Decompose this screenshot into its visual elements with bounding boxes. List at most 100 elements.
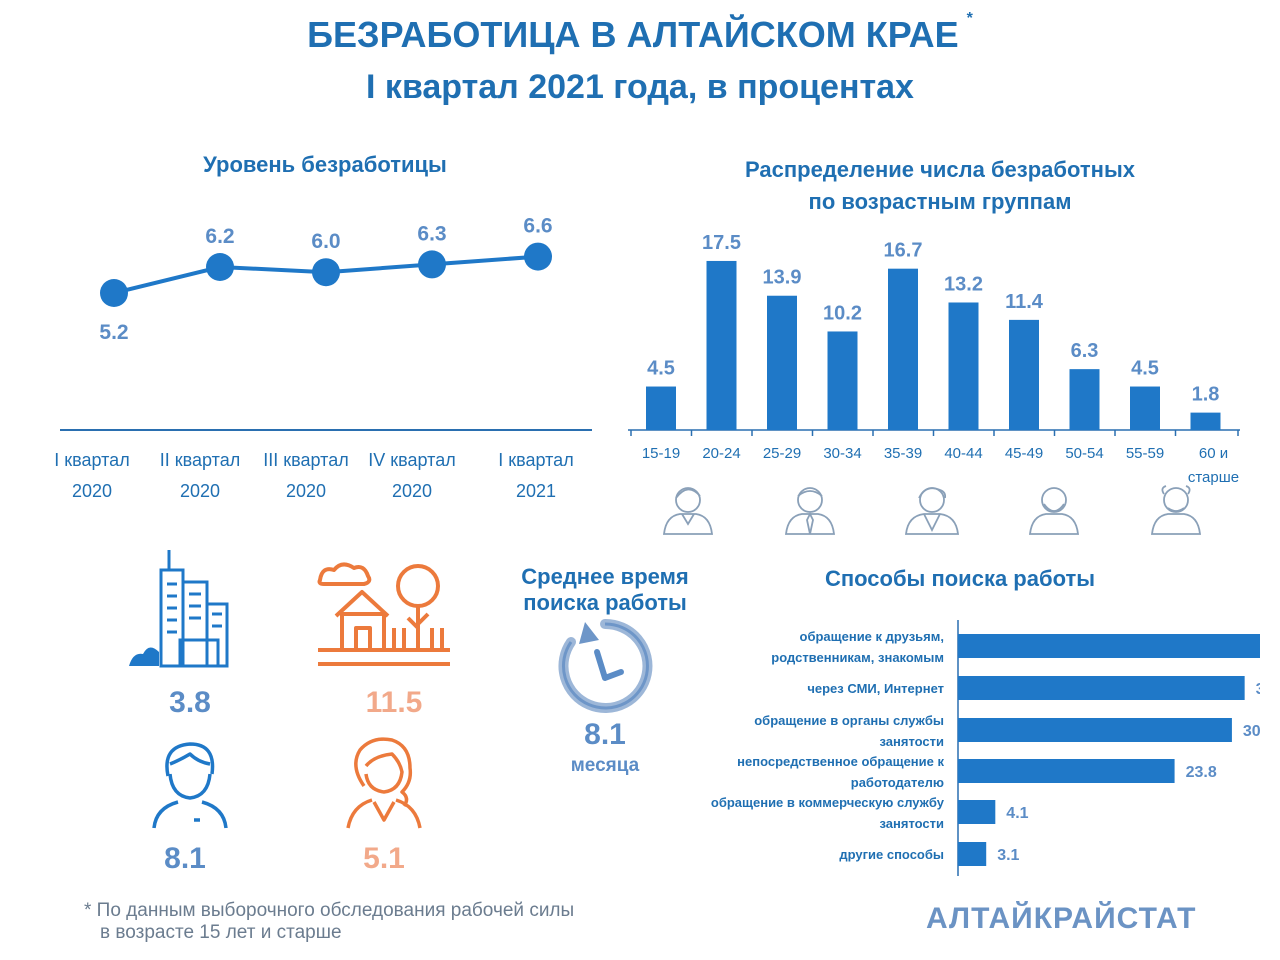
quarter-tick-label: 2020 [392,481,432,501]
search-time-unit: месяца [570,755,640,776]
age-bar [706,260,737,430]
unemployment-point [418,250,446,279]
age-data-label: 1.8 [1192,384,1220,406]
unemployment-data-label: 6.2 [205,225,234,248]
method-bar [958,718,1232,742]
method-tick-label: непосредственное обращение к [737,754,944,769]
unemployment-line-chart: 5.2 I квартал 2020 6.2 II квартал 2020 6.0 III … [54,215,592,501]
age-data-label: 4.5 [647,358,675,380]
quarter-tick-label: 2020 [286,481,326,501]
method-tick-label: через СМИ, Интернет [807,681,944,696]
unemployment-point [524,242,552,271]
method-tick-label: занятости [879,734,944,749]
quarter-tick-label: IV квартал [368,450,455,470]
quarter-tick-label: 2021 [516,481,556,501]
age-tick-label: старше [1188,469,1239,486]
method-data-label: 23.8 [1186,764,1217,781]
woman-icon [346,737,422,829]
age-tick-label: 35-39 [884,445,922,462]
quarter-tick-label: III квартал [263,450,348,470]
age-chart-title: Распределение числа безработных по возра… [620,154,1260,218]
elderly-man-icon [1150,485,1202,535]
age-data-label: 16.7 [884,240,923,262]
young-man-icon [662,487,714,535]
age-distribution-bar-chart: 4.5 15-19 17.5 20-24 13.9 25-29 10.2 30-34 16.7 3… [628,232,1240,486]
method-tick-label: обращение к друзьям, [800,629,945,644]
men-value: 8.1 [164,842,206,875]
age-bar [948,302,979,430]
age-tick-label: 40-44 [944,445,982,462]
page-subtitle: I квартал 2021 года, в процентах [366,68,914,106]
age-data-label: 10.2 [823,302,862,324]
age-bar [646,386,676,430]
age-tick-label: 30-34 [823,445,861,462]
age-bar [767,295,797,430]
age-bar [1190,412,1221,430]
age-data-label: 6.3 [1071,340,1099,362]
age-tick-label: 15-19 [642,445,680,462]
unemployment-point [100,279,128,307]
age-data-label: 13.2 [944,273,983,295]
bearded-man-icon [1028,487,1080,535]
age-bar [1069,369,1100,430]
search-time-value: 8.1 [584,718,626,751]
job-search-methods-bar-chart: 61.5обращение к друзьям,родственникам, з… [711,620,1260,876]
unemployment-point [312,258,340,287]
footnote-line1: * По данным выборочного обследования раб… [84,900,575,921]
method-tick-label: обращение в органы службы [754,713,944,728]
man-in-suit-icon [904,487,960,535]
page-title-text: БЕЗРАБОТИЦА В АЛТАЙСКОМ КРАЕ [307,14,959,55]
method-data-label: 31.5 [1256,681,1260,698]
page-title: БЕЗРАБОТИЦА В АЛТАЙСКОМ КРАЕ * [0,10,1280,56]
quarter-tick-label: I квартал [54,450,129,470]
age-chart-title-line2: по возрастным группам [808,189,1072,214]
age-bar [888,268,918,430]
line-chart-title: Уровень безработицы [203,152,447,177]
search-time-title-line2: поиска работы [523,590,687,615]
method-bar [958,842,987,866]
search-time-title-line1: Среднее время [521,564,689,589]
age-data-label: 4.5 [1131,358,1159,380]
village-value: 11.5 [365,686,423,719]
method-bar [958,676,1245,700]
village-house-icon [317,562,450,666]
method-data-label: 3.1 [997,847,1019,864]
man-with-tie-icon [784,487,836,535]
unemployment-data-label: 6.6 [523,215,552,238]
method-tick-label: занятости [879,816,944,831]
method-data-label: 4.1 [1006,805,1028,822]
age-tick-label: 45-49 [1005,445,1043,462]
method-bar [958,759,1175,783]
age-tick-label: 20-24 [702,445,740,462]
age-icons-row [662,485,1202,535]
method-tick-label: родственникам, знакомым [771,650,944,665]
title-footnote-marker: * [966,10,973,27]
women-value: 5.1 [363,842,405,875]
footnote: * По данным выборочного обследования раб… [84,900,574,944]
unemployment-data-label: 6.3 [417,222,446,245]
age-bar [827,331,858,430]
unemployment-point [206,253,234,281]
quarter-tick-label: I квартал [498,450,573,470]
method-tick-label: обращение в коммерческую службу [711,795,945,810]
clock-refresh-icon [558,618,653,713]
age-tick-label: 25-29 [763,445,801,462]
method-tick-label: работодателю [851,775,944,790]
age-bar [1130,386,1160,430]
quarter-tick-label: II квартал [160,450,240,470]
method-bar [958,634,1260,658]
age-chart-title-line1: Распределение числа безработных [745,157,1135,182]
age-data-label: 17.5 [702,232,741,254]
age-data-label: 11.4 [1005,291,1044,313]
search-time-title: Среднее время поиска работы [500,564,710,616]
method-data-label: 30.1 [1243,723,1260,740]
quarter-tick-label: 2020 [180,481,220,501]
methods-chart-title: Способы поиска работы [824,566,1096,591]
age-tick-label: 60 и [1199,445,1228,462]
man-icon [152,742,228,829]
quarter-tick-label: 2020 [72,481,112,501]
method-bar [958,800,996,824]
unemployment-data-label: 5.2 [99,321,128,344]
age-bar [1009,319,1039,430]
city-buildings-icon [129,550,229,668]
